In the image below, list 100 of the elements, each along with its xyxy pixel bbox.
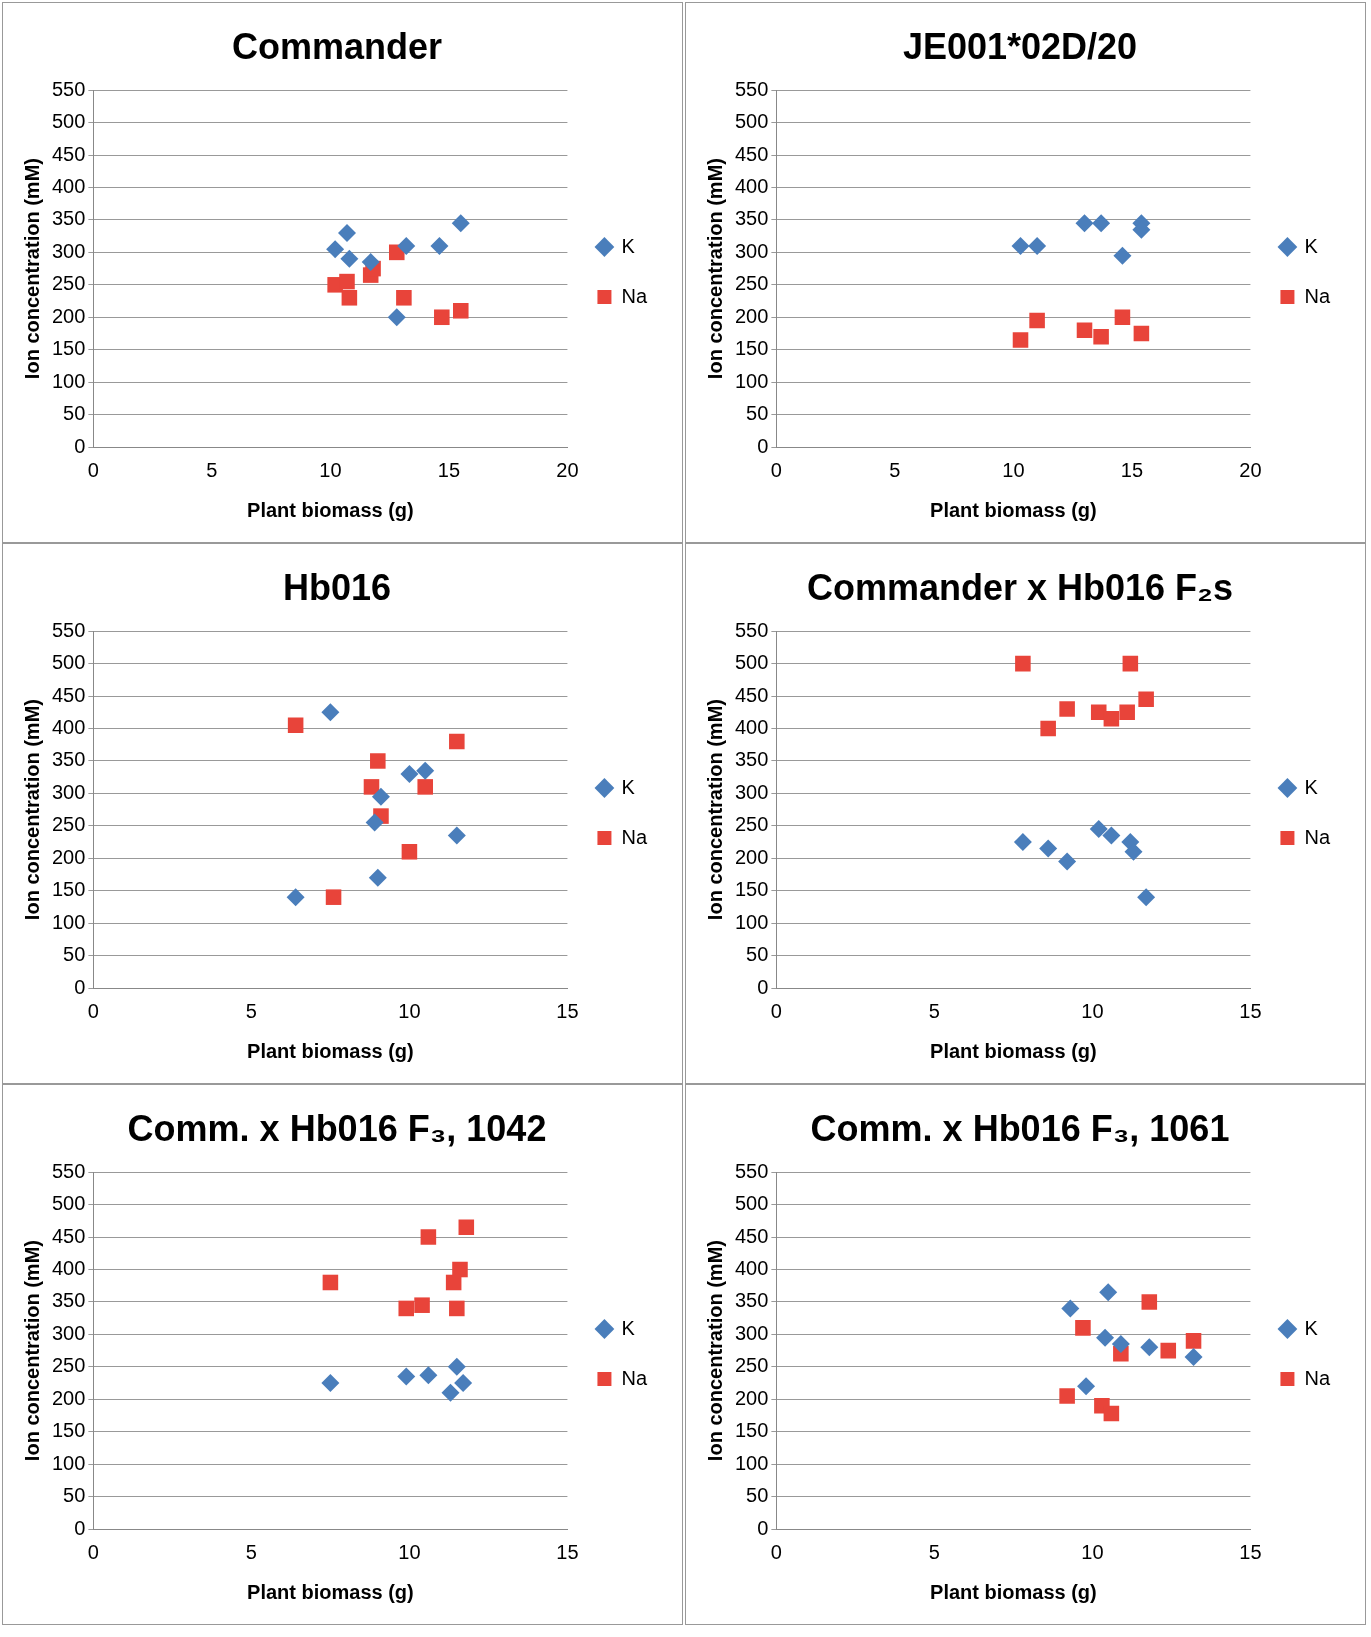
y-tick-label: 200 — [51, 845, 86, 868]
x-tick-label: 10 — [319, 458, 342, 481]
point — [1137, 888, 1156, 907]
legend-label: Na — [621, 825, 648, 848]
point — [1122, 655, 1139, 672]
x-tick-label: 5 — [928, 999, 940, 1022]
y-tick-label: 0 — [757, 434, 769, 457]
point — [1099, 1283, 1118, 1302]
point — [370, 753, 386, 769]
point — [430, 236, 449, 255]
y-tick-label: 150 — [51, 878, 86, 901]
x-axis-title: Plant biomass (g) — [930, 1039, 1097, 1062]
x-axis-title: Plant biomass (g) — [247, 1039, 414, 1062]
y-tick-label: 350 — [734, 1289, 769, 1312]
point — [414, 1297, 430, 1313]
y-tick-label: 400 — [51, 716, 86, 739]
x-tick-label: 20 — [556, 458, 579, 481]
point — [398, 1300, 415, 1317]
y-tick-label: 500 — [734, 651, 769, 674]
y-tick-label: 450 — [51, 1224, 86, 1247]
y-tick-label: 100 — [734, 910, 769, 933]
point — [286, 888, 305, 907]
y-tick-label: 450 — [734, 683, 769, 706]
point — [1012, 332, 1029, 348]
y-tick-label: 400 — [51, 175, 86, 198]
y-tick-label: 500 — [51, 651, 86, 674]
legend-label: Na — [621, 1366, 648, 1389]
x-tick-label: 5 — [206, 458, 218, 481]
point — [1077, 1377, 1096, 1396]
point — [1011, 236, 1030, 255]
point — [1114, 309, 1131, 326]
y-tick-label: 300 — [51, 1321, 86, 1344]
point — [325, 889, 342, 905]
point — [1103, 1405, 1120, 1422]
y-tick-label: 350 — [734, 207, 769, 230]
y-tick-label: 200 — [734, 304, 769, 327]
point — [1113, 246, 1132, 265]
point — [400, 764, 419, 783]
point — [339, 273, 355, 290]
point — [1028, 236, 1047, 255]
legend-label: K — [621, 1316, 636, 1339]
y-tick-label: 350 — [51, 207, 86, 230]
point — [1103, 711, 1120, 727]
point — [434, 309, 450, 326]
point — [287, 717, 304, 734]
y-tick-label: 450 — [734, 142, 769, 165]
y-tick-label: 550 — [734, 1159, 769, 1182]
legend-label: Na — [1304, 1366, 1331, 1389]
x-tick-label: 15 — [556, 1540, 579, 1563]
x-tick-label: 10 — [1081, 999, 1104, 1022]
legend-label: K — [621, 775, 636, 798]
point — [458, 1219, 475, 1236]
legend-label: Na — [1304, 284, 1331, 307]
point — [337, 223, 356, 242]
x-tick-label: 15 — [1120, 458, 1144, 481]
y-tick-label: 450 — [51, 142, 86, 165]
x-tick-label: 15 — [1239, 1540, 1262, 1563]
x-axis-title: Plant biomass (g) — [247, 498, 414, 521]
y-tick-label: 500 — [734, 1192, 769, 1215]
point — [326, 240, 345, 259]
point — [1059, 701, 1075, 717]
point — [1089, 820, 1108, 839]
y-tick-label: 0 — [74, 1516, 86, 1539]
chart-title: Comm. x Hb016 F₃, 1061 — [810, 1107, 1230, 1149]
point — [365, 813, 384, 832]
y-tick-label: 50 — [63, 943, 86, 966]
y-tick-label: 250 — [51, 272, 86, 295]
y-tick-label: 550 — [51, 618, 86, 641]
x-axis-title: Plant biomass (g) — [930, 1580, 1097, 1603]
point — [449, 1300, 465, 1317]
y-tick-label: 300 — [734, 1321, 769, 1344]
y-tick-label: 100 — [734, 369, 769, 392]
y-tick-label: 250 — [734, 272, 769, 295]
y-tick-label: 250 — [734, 1354, 769, 1377]
point — [445, 1274, 462, 1291]
y-tick-label: 150 — [734, 337, 769, 360]
x-tick-label: 10 — [1002, 458, 1025, 481]
point — [452, 302, 469, 319]
point — [447, 826, 466, 845]
y-tick-label: 150 — [51, 1419, 86, 1442]
point — [447, 1357, 466, 1376]
x-tick-label: 5 — [928, 1540, 940, 1563]
point — [1093, 328, 1109, 345]
point — [1185, 1333, 1202, 1349]
x-tick-label: 15 — [437, 458, 461, 481]
point — [1140, 1338, 1159, 1357]
chart-title: Commander x Hb016 F₂s — [806, 566, 1234, 608]
y-tick-label: 350 — [734, 748, 769, 771]
legend-label: K — [621, 234, 636, 257]
y-tick-label: 50 — [746, 402, 769, 425]
point — [341, 290, 358, 306]
y-tick-label: 550 — [734, 77, 769, 100]
y-tick-label: 150 — [734, 1419, 769, 1442]
point — [449, 733, 465, 750]
point — [1141, 1294, 1158, 1310]
legend-label: K — [1304, 234, 1319, 257]
y-tick-label: 500 — [734, 110, 769, 133]
y-tick-label: 300 — [734, 780, 769, 803]
point — [1040, 720, 1056, 737]
point — [371, 787, 390, 806]
